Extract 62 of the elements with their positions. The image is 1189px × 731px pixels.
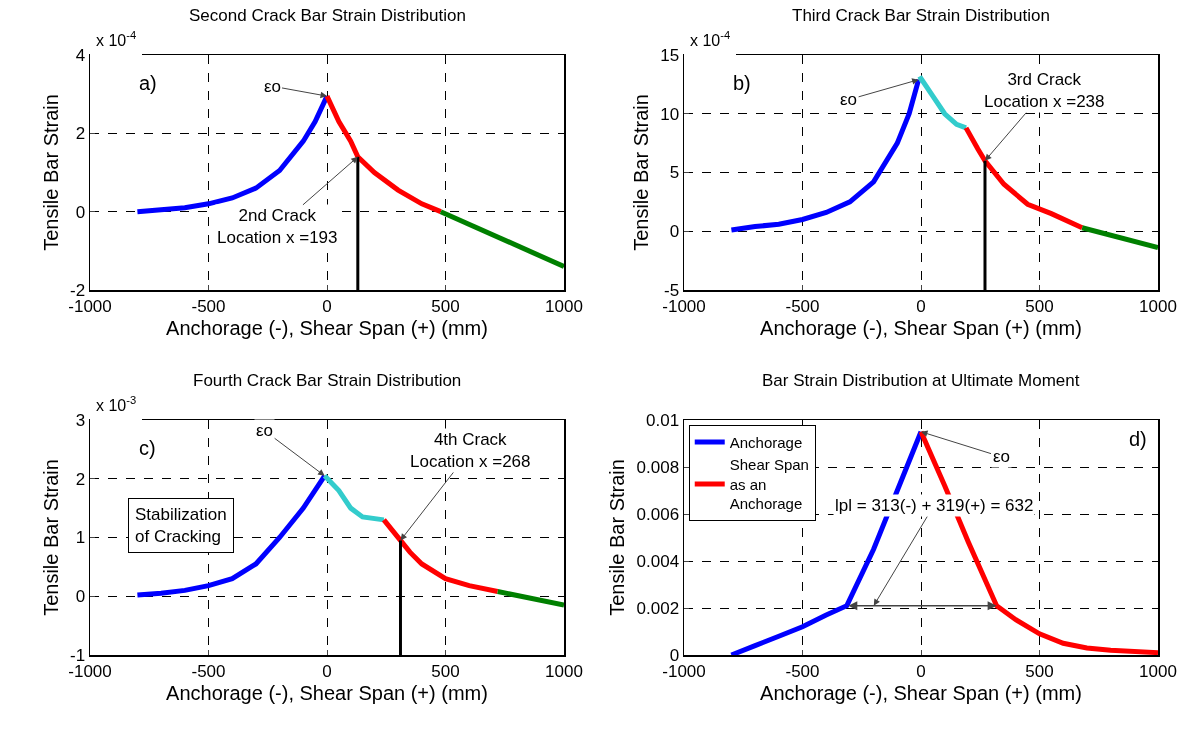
x-tick-label: -500: [191, 296, 226, 316]
annotation: Stabilization of Cracking: [135, 505, 227, 547]
text: x 10$^{-3}$: [96, 394, 137, 414]
x-axis-title: Anchorage (-), Shear Span (+) (mm): [166, 682, 488, 705]
annotation: εo: [993, 447, 1011, 466]
y-axis-title: Tensile Bar Strain: [629, 94, 652, 251]
x-axis-title: Anchorage (-), Shear Span (+) (mm): [760, 682, 1082, 705]
x-tick-label: 1000: [1139, 296, 1177, 316]
x-axis-title: Anchorage (-), Shear Span (+) (mm): [166, 317, 488, 340]
y-tick-label: 2: [75, 124, 86, 144]
x-tick-label: -500: [785, 296, 820, 316]
y-tick-label: 0.006: [636, 504, 680, 524]
x-tick-label: 0: [916, 661, 926, 681]
x-axis-title: Anchorage (-), Shear Span (+) (mm): [760, 317, 1082, 340]
y-tick-label: 0: [75, 202, 86, 222]
y-tick-label: 3: [75, 410, 86, 430]
annotation: εo: [256, 421, 274, 440]
y-tick-label: 0.004: [636, 551, 680, 571]
x-tick-label: -500: [191, 661, 226, 681]
annotation: b): [733, 72, 751, 94]
legend-label: Anchorage: [729, 433, 803, 451]
annotation: c): [139, 437, 156, 459]
y-tick-label: 15: [660, 45, 680, 65]
chart-title: Fourth Crack Bar Strain Distribution: [193, 371, 462, 390]
y-axis-title: Tensile Bar Strain: [39, 459, 62, 616]
annotation: 4th Crack Location x =268: [410, 430, 531, 472]
legend-label: Shear Span as an Anchorage: [729, 456, 809, 513]
annotation: 3rd Crack Location x =238: [984, 70, 1105, 112]
x-tick-label: 500: [1025, 661, 1054, 681]
x-tick-label: -500: [785, 661, 820, 681]
y-tick-label: 0.01: [646, 410, 680, 430]
annotation: lpl = 313(-) + 319(+) = 632: [835, 496, 1034, 515]
chart-title: Third Crack Bar Strain Distribution: [792, 6, 1050, 25]
y-tick-label: 0.002: [636, 598, 680, 618]
text: x 10$^{-4}$: [96, 29, 137, 49]
text: x 10$^{-4}$: [690, 29, 731, 49]
x-tick-label: 500: [431, 296, 460, 316]
x-tick-label: 500: [431, 661, 460, 681]
y-tick-label: 4: [75, 45, 86, 65]
x-tick-label: 0: [322, 296, 332, 316]
y-tick-label: 1: [75, 528, 86, 548]
annotation: d): [1129, 428, 1147, 450]
x-tick-label: 1000: [545, 296, 583, 316]
annotation: a): [139, 72, 157, 94]
y-tick-label: 0: [669, 222, 680, 242]
annotation: εo: [264, 77, 282, 96]
chart-title: Second Crack Bar Strain Distribution: [189, 6, 466, 25]
y-tick-label: 0.008: [636, 457, 680, 477]
x-tick-label: 0: [916, 296, 926, 316]
y-tick-label: 10: [660, 104, 680, 124]
y-tick-label: 5: [669, 163, 680, 183]
y-axis-title: Tensile Bar Strain: [606, 459, 629, 616]
x-tick-label: 1000: [545, 661, 583, 681]
y-axis-title: Tensile Bar Strain: [39, 94, 62, 251]
y-tick-label: 2: [75, 469, 86, 489]
chart-title: Bar Strain Distribution at Ultimate Moment: [762, 371, 1080, 390]
y-tick-label: 0: [75, 587, 86, 607]
annotation: 2nd Crack Location x =193: [217, 206, 338, 248]
annotation: εo: [840, 90, 858, 109]
x-tick-label: 0: [322, 661, 332, 681]
x-tick-label: 500: [1025, 296, 1054, 316]
x-tick-label: 1000: [1139, 661, 1177, 681]
